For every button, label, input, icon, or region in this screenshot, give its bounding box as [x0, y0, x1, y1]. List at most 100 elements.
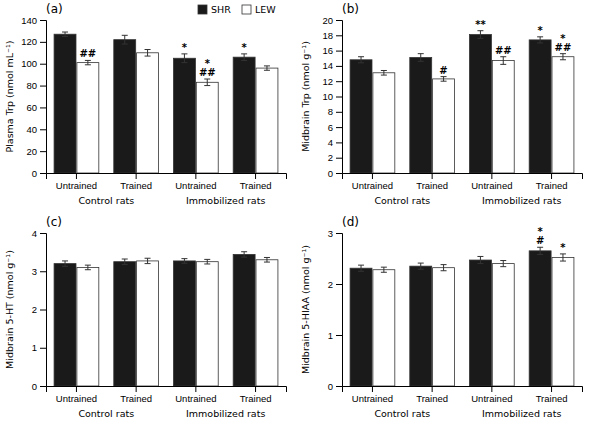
- y-axis-title: Plasma Trp (nmol mL⁻¹): [4, 40, 15, 152]
- bar: [173, 58, 195, 173]
- error-bar-cap: [241, 257, 247, 258]
- bar: [173, 261, 195, 386]
- bar: [54, 34, 76, 173]
- error-bar: [62, 261, 68, 266]
- error-bar-cap: [241, 251, 247, 252]
- error-bar: [264, 257, 270, 262]
- error-bar-stem: [87, 265, 88, 270]
- annotation: *: [560, 242, 566, 253]
- bar: [256, 260, 278, 386]
- y-tick: 2: [328, 152, 342, 163]
- error-bar: [477, 256, 483, 263]
- error-bar-stem: [480, 256, 481, 263]
- y-axis: 02468101214161820: [322, 15, 342, 179]
- bar: [350, 60, 372, 173]
- y-tick: 4: [32, 228, 46, 239]
- error-bar-cap: [500, 64, 506, 65]
- x-axis-line: [47, 387, 287, 393]
- y-tick: 0: [328, 381, 342, 392]
- x-axis: Untrained Trained Untrained Trained: [47, 386, 287, 404]
- error-bar-stem: [361, 265, 362, 271]
- legend-item: SHR: [198, 4, 231, 15]
- error-bar-cap: [85, 64, 91, 65]
- y-tick-label: 1: [328, 330, 333, 341]
- error-bar-cap: [441, 264, 447, 265]
- x-tick: Trained: [416, 386, 448, 404]
- y-tick: 14: [322, 60, 342, 71]
- x-tick: Trained: [120, 386, 152, 404]
- error-bar-cap: [204, 259, 210, 260]
- bar: [196, 262, 218, 386]
- error-bar-stem: [244, 252, 245, 257]
- error-bar-cap: [477, 256, 483, 257]
- y-axis-title: Midbrain Trp (nmol g⁻¹): [300, 41, 311, 152]
- y-tick-mark: [40, 271, 46, 272]
- x-tick: Untrained: [175, 173, 216, 191]
- error-bar: [441, 77, 447, 82]
- y-tick: 1: [32, 342, 46, 353]
- error-bar: [181, 54, 187, 63]
- y-tick-mark: [336, 127, 342, 128]
- error-bar-cap: [560, 253, 566, 254]
- y-tick-mark: [40, 233, 46, 234]
- y-tick-label: 0: [328, 168, 333, 179]
- error-bar-cap: [181, 263, 187, 264]
- plot-area: [54, 252, 278, 386]
- error-bar-stem: [420, 263, 421, 269]
- error-bar: [560, 254, 566, 261]
- x-tick: Trained: [240, 386, 272, 404]
- y-tick-mark: [336, 335, 342, 336]
- annotation: *##: [555, 33, 572, 53]
- error-bar-cap: [537, 254, 543, 255]
- x-tick: Untrained: [175, 386, 216, 404]
- y-tick: 20: [26, 146, 46, 157]
- y-tick-mark: [336, 97, 342, 98]
- y-tick: 0: [32, 168, 46, 179]
- annotation: *: [182, 42, 188, 53]
- error-bar-stem: [266, 257, 267, 262]
- y-axis-line: [40, 234, 47, 387]
- y-tick-mark: [40, 386, 46, 387]
- error-bar: [477, 31, 483, 39]
- bar: [469, 35, 491, 173]
- x-tick: Untrained: [56, 386, 97, 404]
- series: [350, 31, 551, 173]
- bar: [552, 57, 574, 173]
- y-tick-mark: [336, 35, 342, 36]
- error-bar-cap: [537, 42, 543, 43]
- error-bar-cap: [477, 263, 483, 264]
- error-bar-stem: [443, 77, 444, 82]
- y-tick: 40: [26, 124, 46, 135]
- bar: [77, 63, 99, 173]
- error-bar-stem: [207, 79, 208, 86]
- x-tick-label: Trained: [416, 393, 448, 404]
- error-bar-stem: [480, 31, 481, 39]
- error-bar-cap: [85, 265, 91, 266]
- y-tick-label: 0: [32, 168, 37, 179]
- x-tick: Untrained: [471, 386, 512, 404]
- y-tick-mark: [40, 348, 46, 349]
- x-axis: UntrainedTrainedUntrainedTrained: [343, 386, 583, 404]
- error-bar-stem: [420, 54, 421, 62]
- y-tick-mark: [336, 386, 342, 387]
- y-tick: 60: [26, 102, 46, 113]
- error-bar: [181, 259, 187, 264]
- y-tick-label: 20: [26, 146, 37, 157]
- error-bar-cap: [500, 260, 506, 261]
- error-bar-cap: [122, 35, 128, 36]
- y-tick: 0: [328, 168, 342, 179]
- bar: [373, 270, 395, 386]
- y-tick-mark: [40, 42, 46, 43]
- y-tick-label: 12: [322, 76, 333, 87]
- x-group-label: Immobilized rats: [186, 408, 265, 419]
- error-bar-cap: [264, 65, 270, 66]
- y-tick-label: 20: [322, 15, 333, 26]
- x-tick: Untrained: [471, 173, 512, 191]
- error-bar-cap: [560, 53, 566, 54]
- x-tick-mark: [255, 173, 256, 179]
- bar: [529, 251, 551, 386]
- y-tick-mark: [336, 81, 342, 82]
- error-bar: [500, 261, 506, 267]
- error-bar-stem: [503, 261, 504, 267]
- x-group-label: Control rats: [374, 195, 430, 206]
